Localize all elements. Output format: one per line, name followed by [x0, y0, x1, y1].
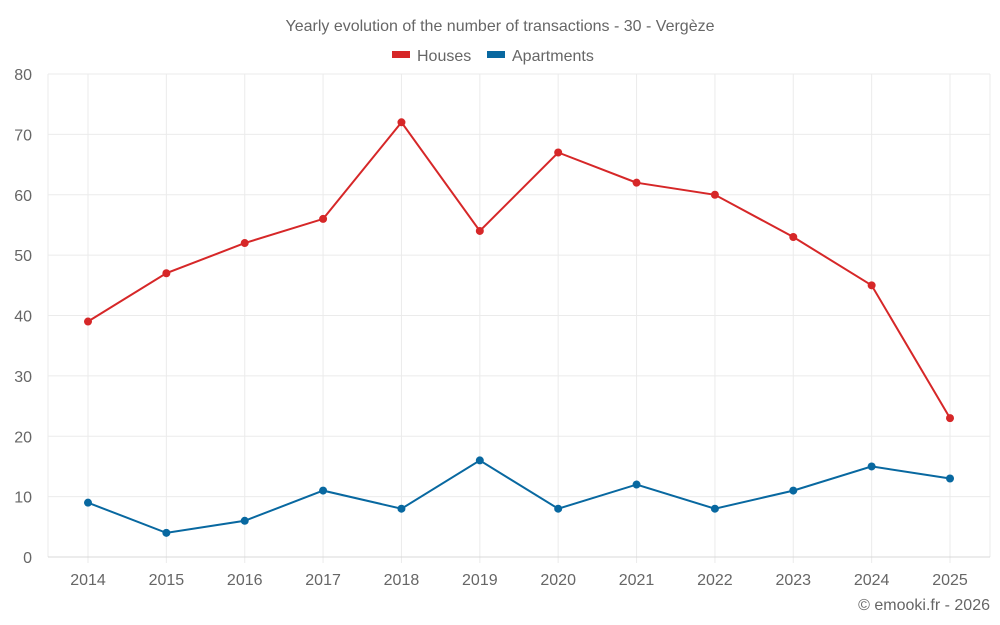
data-point[interactable] [946, 414, 954, 423]
y-axis: 0 10 20 30 40 50 60 70 80 [14, 67, 32, 567]
y-tick-label: 40 [14, 309, 32, 326]
y-tick-label: 60 [14, 188, 32, 205]
series-group [84, 118, 954, 537]
data-point[interactable] [240, 239, 249, 248]
x-axis: 2014 2015 2016 2017 2018 2019 2020 2021 2022 2023… [70, 572, 968, 589]
data-point[interactable] [632, 178, 641, 187]
data-point[interactable] [475, 456, 484, 465]
grid [47, 73, 991, 563]
data-point[interactable] [789, 233, 798, 242]
data-point[interactable] [397, 118, 406, 127]
x-tick-label: 2014 [70, 572, 106, 589]
series-line [87, 459, 951, 534]
data-point[interactable] [475, 226, 484, 235]
data-point[interactable] [240, 516, 249, 525]
x-tick-label: 2016 [227, 572, 263, 589]
x-tick-label: 2017 [305, 572, 341, 589]
y-tick-label: 10 [14, 490, 32, 507]
y-tick-label: 70 [14, 127, 32, 144]
data-point[interactable] [162, 269, 171, 278]
data-point[interactable] [162, 528, 171, 537]
data-point[interactable] [84, 498, 92, 507]
data-point[interactable] [710, 190, 719, 199]
legend-item-houses[interactable]: Houses [392, 48, 471, 65]
x-tick-label: 2015 [149, 572, 185, 589]
data-point[interactable] [84, 317, 92, 326]
x-tick-label: 2020 [540, 572, 576, 589]
x-tick-label: 2022 [697, 572, 733, 589]
x-tick-label: 2023 [775, 572, 811, 589]
y-tick-label: 0 [23, 550, 32, 567]
data-point[interactable] [397, 504, 406, 513]
data-point[interactable] [946, 474, 954, 483]
x-tick-label: 2019 [462, 572, 498, 589]
x-tick-label: 2021 [619, 572, 655, 589]
data-point[interactable] [632, 480, 641, 489]
copyright-footer: © emooki.fr - 2026 [858, 597, 990, 614]
legend-swatch [487, 51, 505, 58]
x-tick-label: 2025 [932, 572, 968, 589]
data-point[interactable] [554, 148, 563, 157]
y-tick-label: 50 [14, 248, 32, 265]
data-point[interactable] [319, 214, 328, 223]
chart-title: Yearly evolution of the number of transa… [286, 18, 715, 35]
y-tick-label: 30 [14, 369, 32, 386]
data-point[interactable] [319, 486, 328, 495]
legend-swatch [392, 51, 410, 58]
data-point[interactable] [554, 504, 563, 513]
series-apartments [84, 456, 954, 537]
legend-label: Apartments [512, 48, 594, 65]
data-point[interactable] [867, 462, 876, 471]
series-line [87, 120, 951, 419]
legend-label: Houses [417, 48, 471, 65]
legend: Houses Apartments [392, 48, 594, 65]
data-point[interactable] [710, 504, 719, 513]
x-tick-label: 2018 [384, 572, 420, 589]
data-point[interactable] [789, 486, 798, 495]
x-tick-label: 2024 [854, 572, 890, 589]
y-tick-label: 80 [14, 67, 32, 84]
series-houses [84, 118, 954, 423]
y-tick-label: 20 [14, 429, 32, 446]
data-point[interactable] [867, 281, 876, 290]
legend-item-apartments[interactable]: Apartments [487, 48, 594, 65]
